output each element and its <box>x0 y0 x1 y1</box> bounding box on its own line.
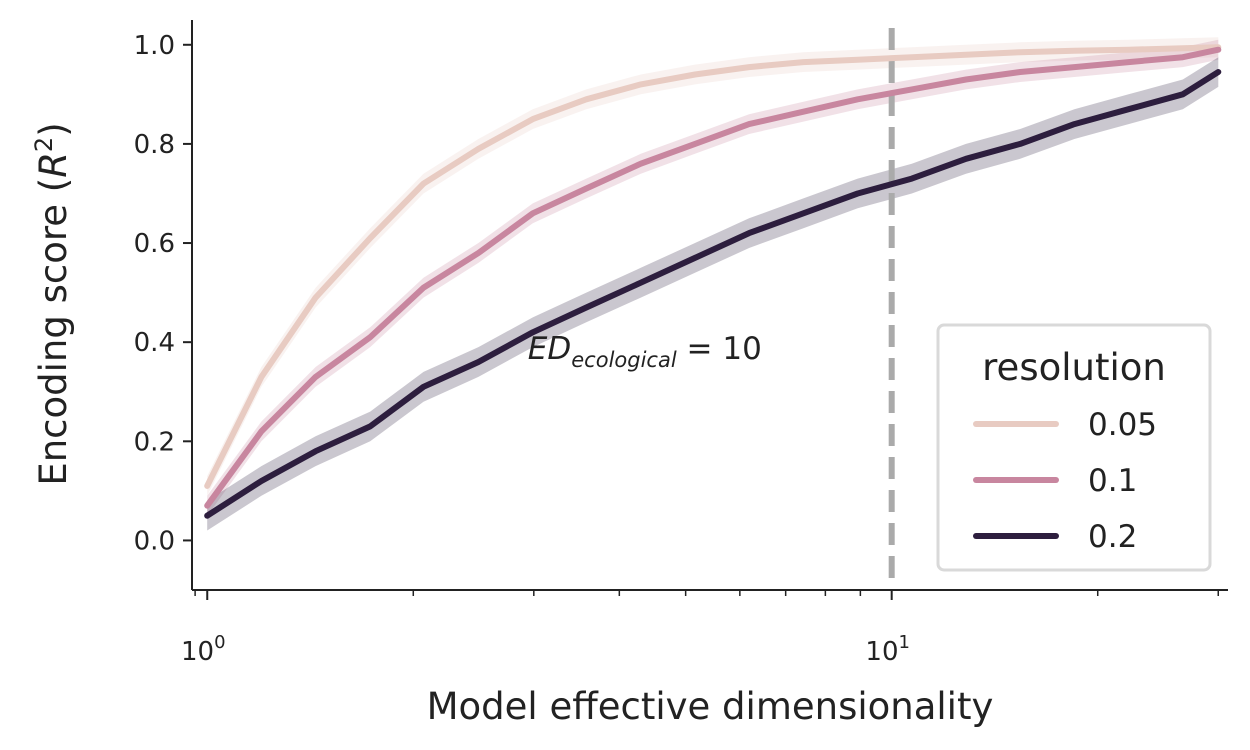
x-tick-label: 101 <box>865 632 910 667</box>
legend-box <box>936 323 1212 572</box>
legend-label: 0.1 <box>1088 463 1137 499</box>
annotation-sub: ecological <box>571 348 677 372</box>
legend: resolution 0.05 0.1 0.2 <box>936 323 1212 572</box>
legend-title: resolution <box>982 346 1166 389</box>
y-tick-label: 1.0 <box>134 31 175 61</box>
legend-label: 0.2 <box>1088 519 1137 555</box>
y-axis-label: Encoding score (R2) <box>30 122 75 485</box>
y-tick-label: 0.0 <box>134 526 175 556</box>
y-tick-label: 0.6 <box>134 229 175 259</box>
y-tick-label: 0.8 <box>134 130 175 160</box>
series-lines <box>204 44 1222 519</box>
y-tick-label: 0.2 <box>134 427 175 457</box>
y-axis-label-close: ) <box>32 122 75 136</box>
annotation-main: ED <box>528 331 571 367</box>
y-tick-label: 0.4 <box>134 328 175 358</box>
annotation-rest: = 10 <box>677 331 762 367</box>
y-axis-label-main: Encoding score ( <box>32 178 75 486</box>
ticks: 0.0 0.2 0.4 0.6 0.8 1.0 100 101 <box>134 31 1220 667</box>
band-series-0 <box>207 37 1219 496</box>
axes <box>191 20 1228 591</box>
x-tick-label: 100 <box>181 632 226 667</box>
x-axis-label: Model effective dimensionality <box>427 685 994 728</box>
annotation: EDecological = 10 <box>528 331 762 372</box>
y-axis-label-var: R <box>32 152 75 178</box>
legend-label: 0.05 <box>1088 407 1157 443</box>
series-line-0.05 <box>204 44 1222 489</box>
series-line-0.2 <box>204 69 1222 519</box>
legend-items: 0.05 0.1 0.2 <box>973 407 1157 555</box>
band-series-2 <box>207 57 1219 531</box>
series-line-0.1 <box>204 46 1222 509</box>
y-axis-label-sup: 2 <box>30 137 58 152</box>
